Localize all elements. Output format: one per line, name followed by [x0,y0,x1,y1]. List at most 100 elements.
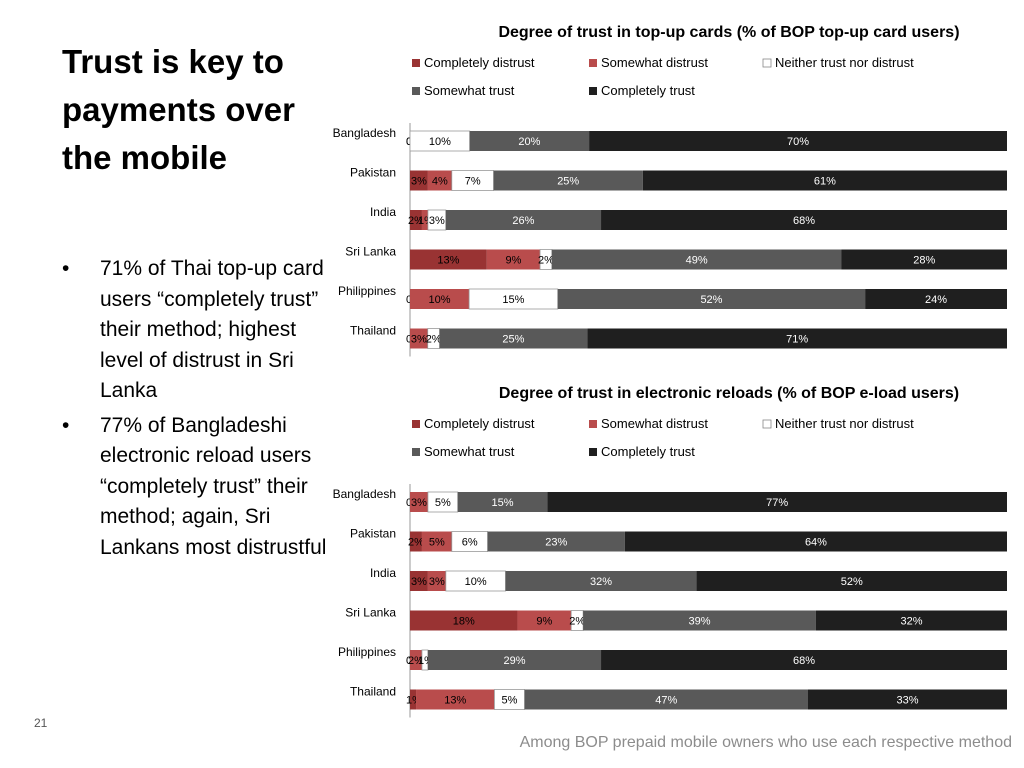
bar-segment [421,531,452,552]
data-label: 25% [557,176,579,188]
category-label: Sri Lanka [345,245,396,259]
data-label: 52% [700,294,722,306]
bar-segment [601,650,1007,670]
data-label: 26% [512,215,534,227]
legend-swatch [589,59,597,67]
bar-segment [451,531,489,552]
data-label: 77% [766,497,788,509]
data-label: 2% [408,655,424,667]
data-label: 3% [411,576,427,588]
data-label: 68% [793,655,815,667]
category-label: Thailand [350,324,396,338]
bar-segment [486,249,541,270]
data-label: 39% [689,616,711,628]
data-label: 49% [686,255,708,267]
legend-entry: Neither trust nor distrust [775,416,914,431]
bar-segment [547,492,1007,512]
data-label: 4% [432,176,448,188]
data-label: 3% [411,334,427,346]
bar-segment [589,131,1007,151]
bar-segment [601,210,1007,230]
data-label: 32% [590,576,612,588]
data-label: 29% [503,655,525,667]
data-label: 10% [429,136,451,148]
data-label: 3% [411,176,427,188]
legend-entry: Somewhat trust [424,444,515,459]
legend-swatch [589,87,597,95]
data-label: 52% [841,576,863,588]
data-label: 15% [502,294,524,306]
bar-segment [410,571,428,591]
chart-title: Degree of trust in electronic reloads (%… [499,385,959,402]
data-label: 10% [465,576,487,588]
data-label: 2% [408,537,424,549]
data-label: 5% [502,695,518,707]
legend-swatch [589,420,597,428]
bar-segment [410,610,518,631]
data-label: 2% [538,255,554,267]
bar-segment [808,689,1007,710]
data-label: 33% [896,695,918,707]
data-label: 2% [426,334,442,346]
bar-segment [487,531,625,552]
category-label: India [370,205,396,219]
chart-title: Degree of trust in top-up cards (% of BO… [498,24,959,41]
electronic-reload-trust-chart: Degree of trust in electronic reloads (%… [333,385,1007,718]
bar-segment [624,531,1007,552]
bar-segment [642,170,1007,191]
legend-swatch [762,419,772,429]
legend-entry: Somewhat trust [424,83,515,98]
legend-entry: Completely distrust [424,416,535,431]
bullet-item: 71% of Thai top-up card users “completel… [62,254,332,407]
legend-swatch [412,420,420,428]
top-up-card-trust-chart: Degree of trust in top-up cards (% of BO… [333,24,1007,357]
data-label: 9% [536,616,552,628]
category-label: Sri Lanka [345,606,396,620]
bar-segment [841,249,1007,270]
bullet-list: 71% of Thai top-up card users “completel… [62,254,332,567]
data-label: 10% [429,294,451,306]
data-label: 70% [787,136,809,148]
data-label: 68% [793,215,815,227]
data-label: 5% [435,497,451,509]
data-label: 13% [437,255,459,267]
bullet-item: 77% of Bangladeshi electronic reload use… [62,411,332,564]
bar-segment [410,650,422,670]
slide-number: 21 [34,716,48,730]
bar-segment [551,249,842,270]
bar-segment [583,610,816,631]
legend-entry: Neither trust nor distrust [775,55,914,70]
category-label: Pakistan [350,527,396,541]
bar-segment [427,650,602,670]
legend-swatch [412,59,420,67]
bar-segment [865,289,1007,309]
data-label: 32% [900,616,922,628]
data-label: 2% [408,215,424,227]
bar-segment [439,328,588,349]
bar-segment [557,289,866,309]
bar-segment [587,328,1007,349]
category-label: Bangladesh [333,126,396,140]
data-label: 6% [462,537,478,549]
footnote: Among BOP prepaid mobile owners who use … [519,734,1012,751]
bar-segment [410,531,422,552]
bar-segment [427,571,446,591]
legend-entry: Somewhat distrust [601,416,708,431]
legend-swatch [762,58,772,68]
bar-segment [469,131,590,151]
legend-swatch [412,448,420,456]
category-label: Pakistan [350,166,396,180]
bar-segment [410,170,428,191]
data-label: 7% [465,176,481,188]
category-label: Bangladesh [333,487,396,501]
bar-segment [524,689,808,710]
data-label: 13% [444,695,466,707]
category-label: Philippines [338,284,396,298]
slide-title: Trust is key to payments over the mobile [62,43,295,176]
bar-segment [410,328,428,349]
category-label: Thailand [350,685,396,699]
bar-segment [493,170,643,191]
bar-segment [445,570,506,592]
bar-segment [445,210,602,230]
data-label: 2% [569,616,585,628]
